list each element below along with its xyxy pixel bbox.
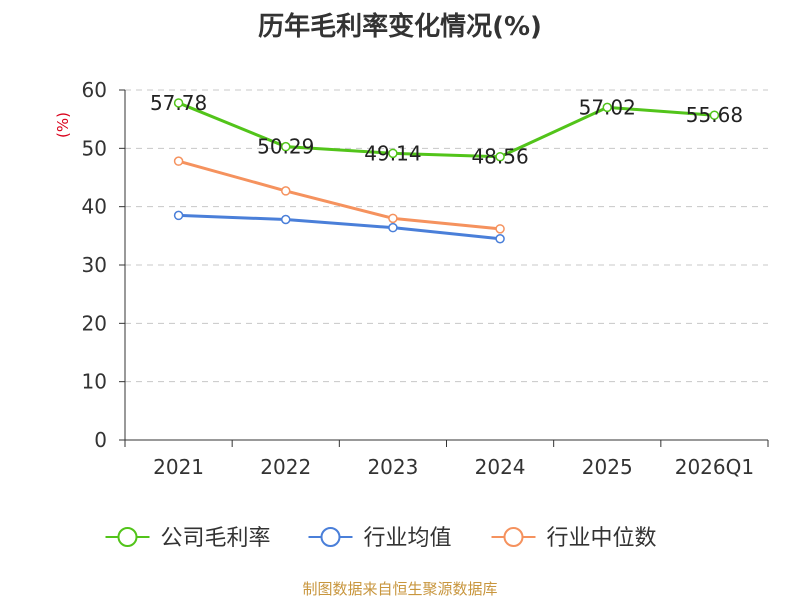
legend: 公司毛利率 行业均值 行业中位数 — [105, 526, 657, 551]
legend-label: 行业中位数 — [547, 526, 657, 551]
data-label: 50.29 — [257, 135, 314, 159]
data-point — [173, 210, 184, 221]
y-tick-label: 20 — [82, 311, 107, 335]
data-point — [281, 186, 291, 196]
data-point — [173, 156, 184, 166]
data-point — [495, 151, 505, 162]
data-point — [281, 214, 291, 225]
y-tick-label: 60 — [82, 78, 107, 102]
data-label: 49.14 — [364, 141, 421, 165]
data-label: 57.02 — [579, 95, 636, 119]
data-labels: 57.78 50.29 49.14 48.56 57.02 55.68 — [150, 91, 743, 169]
data-point — [388, 222, 398, 233]
data-point — [602, 102, 612, 113]
series-line-1 — [178, 101, 715, 159]
data-point — [173, 98, 184, 108]
legend-label: 公司毛利率 — [161, 526, 271, 551]
data-label: 57.78 — [150, 91, 207, 115]
data-point — [495, 224, 505, 234]
y-tick-label: 30 — [82, 253, 107, 277]
series-line-3 — [178, 159, 501, 231]
legend-marker — [503, 527, 524, 547]
x-tick-label: 2024 — [475, 455, 526, 479]
data-point — [388, 148, 398, 159]
x-tick-label: 2026Q1 — [675, 455, 754, 479]
series — [173, 98, 720, 244]
data-point — [709, 110, 720, 120]
data-label: 48.56 — [471, 145, 528, 169]
chart-title: 历年毛利率变化情况(%) — [258, 12, 542, 42]
data-point — [495, 234, 505, 244]
x-tick-label: 2025 — [582, 455, 633, 479]
y-tick-label: 40 — [82, 195, 107, 219]
data-point — [388, 213, 398, 224]
y-tick-label: 10 — [82, 370, 107, 394]
axes: 0 10 20 30 40 50 60 (%) 2021 2022 2023 2024 2025 2026… — [54, 78, 769, 479]
series-line-2 — [178, 213, 501, 241]
x-tick-label: 2022 — [260, 455, 311, 479]
legend-item: 行业均值 — [308, 526, 452, 551]
data-label: 55.68 — [686, 103, 743, 127]
y-tick-label: 50 — [82, 136, 107, 160]
legend-marker — [117, 527, 138, 547]
data-point — [281, 141, 291, 152]
legend-label: 行业均值 — [364, 526, 452, 551]
y-axis-label: (%) — [54, 112, 72, 138]
legend-item: 公司毛利率 — [105, 526, 271, 551]
x-tick-label: 2023 — [367, 455, 418, 479]
gridlines — [125, 89, 768, 383]
source-note: 制图数据来自恒生聚源数据库 — [302, 580, 498, 598]
legend-marker — [320, 527, 341, 547]
legend-item: 行业中位数 — [491, 526, 657, 551]
y-tick-label: 0 — [94, 428, 107, 452]
x-tick-label: 2021 — [153, 455, 204, 479]
